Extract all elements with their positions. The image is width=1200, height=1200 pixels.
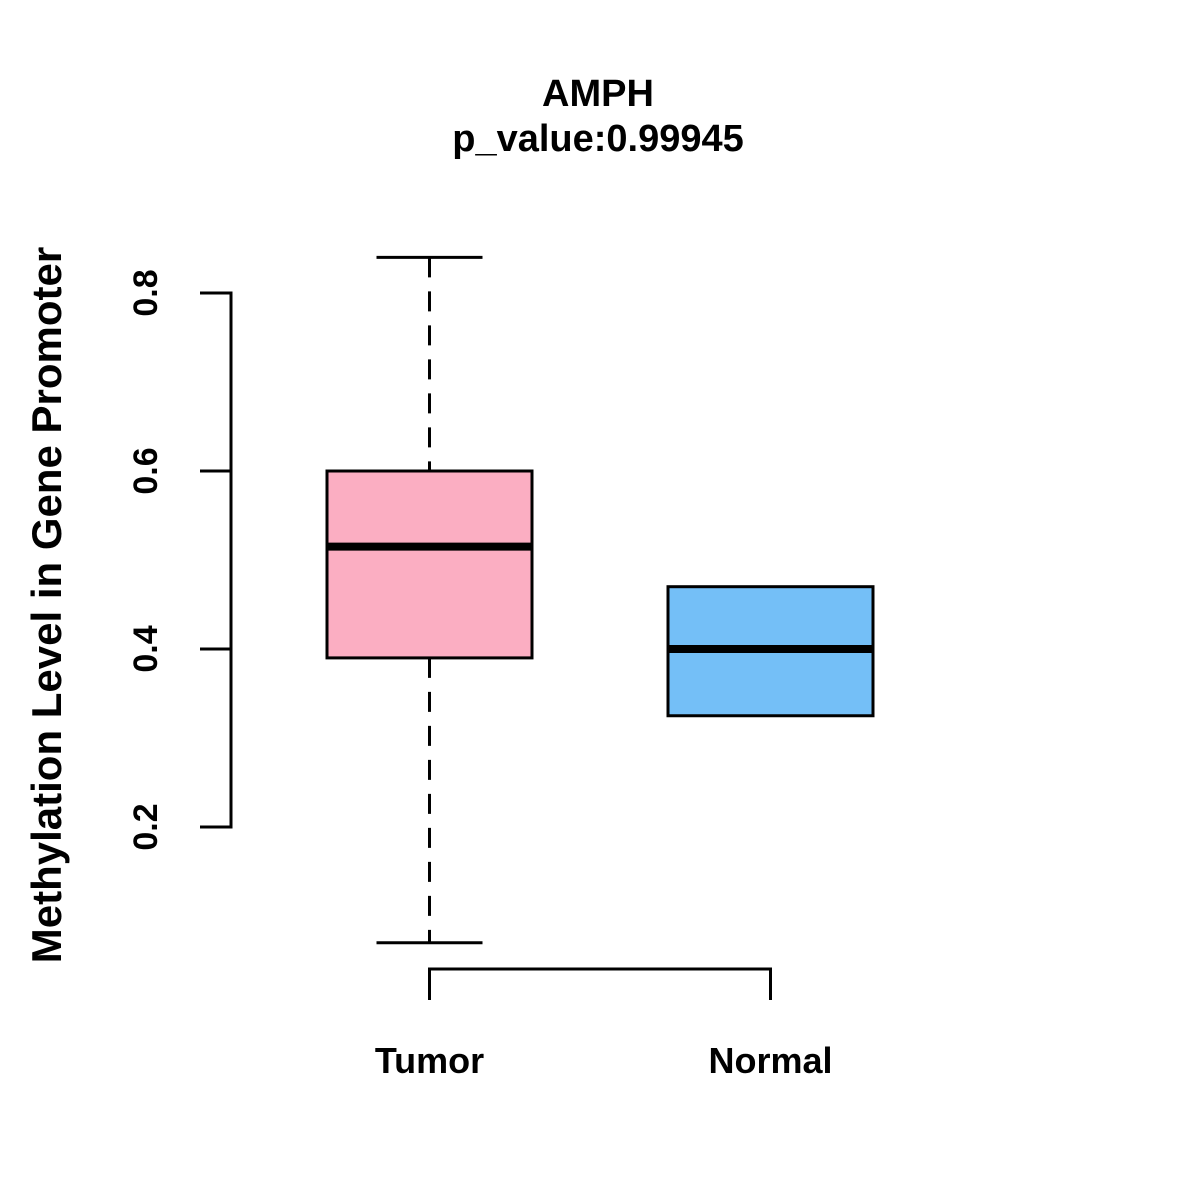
- y-axis-tick-label: 0.6: [127, 447, 165, 494]
- y-axis-tick-label: 0.8: [127, 269, 165, 316]
- x-axis-label-normal: Normal: [708, 1040, 832, 1081]
- y-axis-tick-label: 0.4: [127, 625, 165, 672]
- x-axis-bracket: [428, 967, 772, 1000]
- box-tumor: [325, 469, 534, 660]
- x-axis-label-tumor: Tumor: [375, 1040, 484, 1081]
- chart-subtitle-pvalue: p_value:0.99945: [452, 118, 744, 160]
- chart-title: AMPH: [542, 73, 654, 115]
- y-axis-tick-label: 0.2: [127, 803, 165, 850]
- chart-header: AMPH p_value:0.99945: [0, 72, 1196, 162]
